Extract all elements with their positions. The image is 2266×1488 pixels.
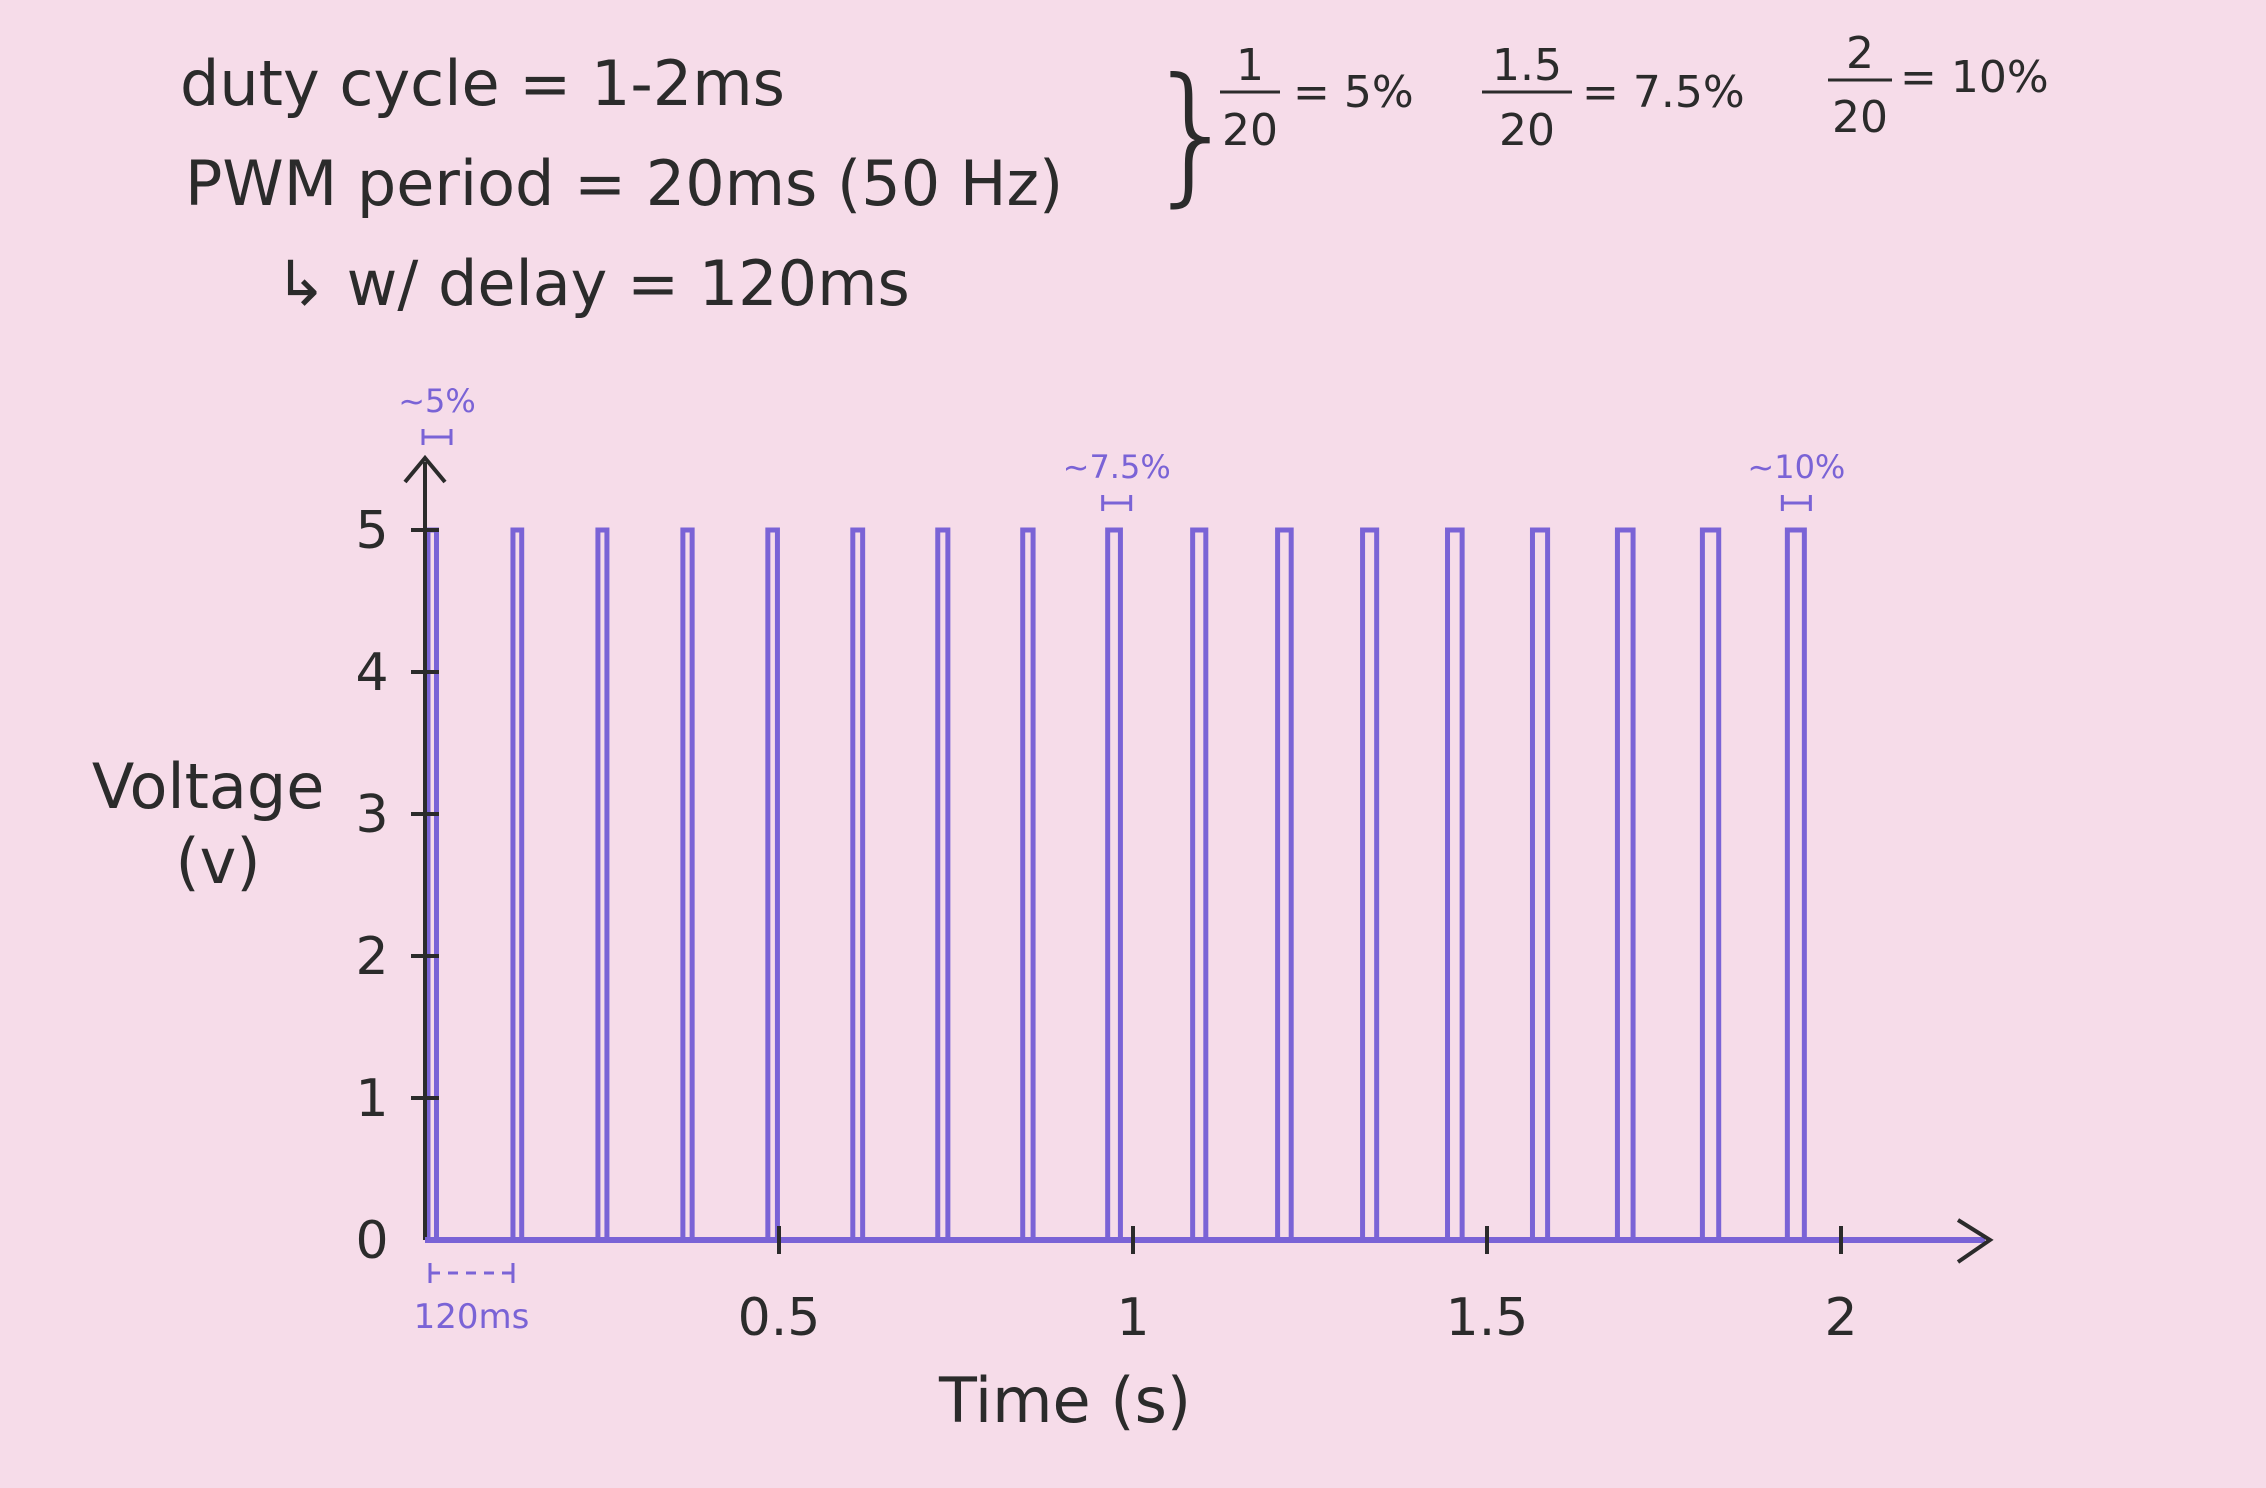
fraction-result: = 10% — [1900, 52, 2049, 103]
pwm-pulse — [425, 527, 439, 1240]
note-delay: ↳ w/ delay = 120ms — [275, 247, 910, 320]
pwm-pulse — [1020, 527, 1036, 1240]
pwm-pulse — [1614, 527, 1636, 1240]
duty-annotation-label: ~7.5% — [1063, 448, 1171, 486]
duty-annotation-label: ~10% — [1747, 448, 1845, 486]
pulse-series — [425, 527, 1807, 1240]
fraction-denominator: 20 — [1222, 105, 1278, 156]
y-tick-label: 2 — [355, 927, 388, 987]
pwm-pulse — [1105, 527, 1123, 1240]
pwm-pulse — [1699, 527, 1722, 1240]
fraction-denominator: 20 — [1832, 92, 1888, 143]
pwm-pulse — [1190, 527, 1209, 1240]
fraction-numerator: 2 — [1846, 28, 1874, 79]
y-axis-label-line1: Voltage — [92, 750, 325, 823]
pwm-pulse — [935, 527, 951, 1240]
y-axis-label-line2: (v) — [175, 825, 260, 898]
y-tick-label: 1 — [355, 1069, 388, 1129]
y-axis-label: Voltage (v) — [92, 750, 344, 898]
x-tick-label: 2 — [1824, 1288, 1857, 1348]
y-tick-label: 3 — [355, 785, 388, 845]
pwm-pulse — [680, 527, 695, 1240]
note-pwm-period: PWM period = 20ms (50 Hz) — [185, 147, 1063, 220]
pwm-pulse — [1784, 527, 1807, 1240]
note-duty-cycle: duty cycle = 1-2ms — [180, 47, 785, 120]
fraction-5pct: 1 20 = 5% — [1220, 40, 1414, 156]
x-axis-label: Time (s) — [938, 1364, 1191, 1437]
duty-annotations: ~5% ~7.5% ~10% 120ms — [398, 382, 1845, 1337]
pwm-pulse — [510, 527, 525, 1240]
fraction-denominator: 20 — [1499, 105, 1555, 156]
y-ticks: 0 1 2 3 4 5 — [355, 501, 439, 1271]
x-tick-label: 0.5 — [738, 1288, 821, 1348]
pwm-pulse — [595, 527, 610, 1240]
curly-brace: } — [1145, 47, 1240, 221]
fraction-result: = 7.5% — [1582, 67, 1745, 118]
fraction-7-5pct: 1.5 20 = 7.5% — [1482, 40, 1745, 156]
fraction-numerator: 1.5 — [1492, 40, 1562, 91]
pwm-pulse — [850, 527, 866, 1240]
x-ticks: 0.5 1 1.5 2 — [738, 1226, 1858, 1348]
x-axis-arrow — [1956, 1218, 1994, 1264]
pwm-pulse — [1360, 527, 1380, 1240]
pwm-pulse — [1529, 527, 1551, 1240]
x-tick-label: 1.5 — [1446, 1288, 1529, 1348]
pwm-pulse — [1445, 527, 1465, 1240]
y-tick-label: 0 — [355, 1211, 388, 1271]
y-axis-arrow — [403, 454, 447, 484]
duty-annotation-label: ~5% — [398, 382, 476, 420]
fraction-10pct: 2 20 = 10% — [1828, 28, 2049, 143]
fraction-numerator: 1 — [1236, 40, 1264, 91]
pwm-pulse — [765, 527, 780, 1240]
x-tick-label: 1 — [1116, 1288, 1149, 1348]
delay-span-label: 120ms — [414, 1297, 530, 1337]
pwm-chart: 0 1 2 3 4 5 0.5 1 1.5 2 ~5% ~7.5% ~10% 120ms Voltag… — [92, 382, 1994, 1437]
pwm-pulse — [1275, 527, 1294, 1240]
fraction-result: = 5% — [1293, 67, 1414, 118]
y-tick-label: 5 — [355, 501, 388, 561]
y-tick-label: 4 — [355, 643, 388, 703]
